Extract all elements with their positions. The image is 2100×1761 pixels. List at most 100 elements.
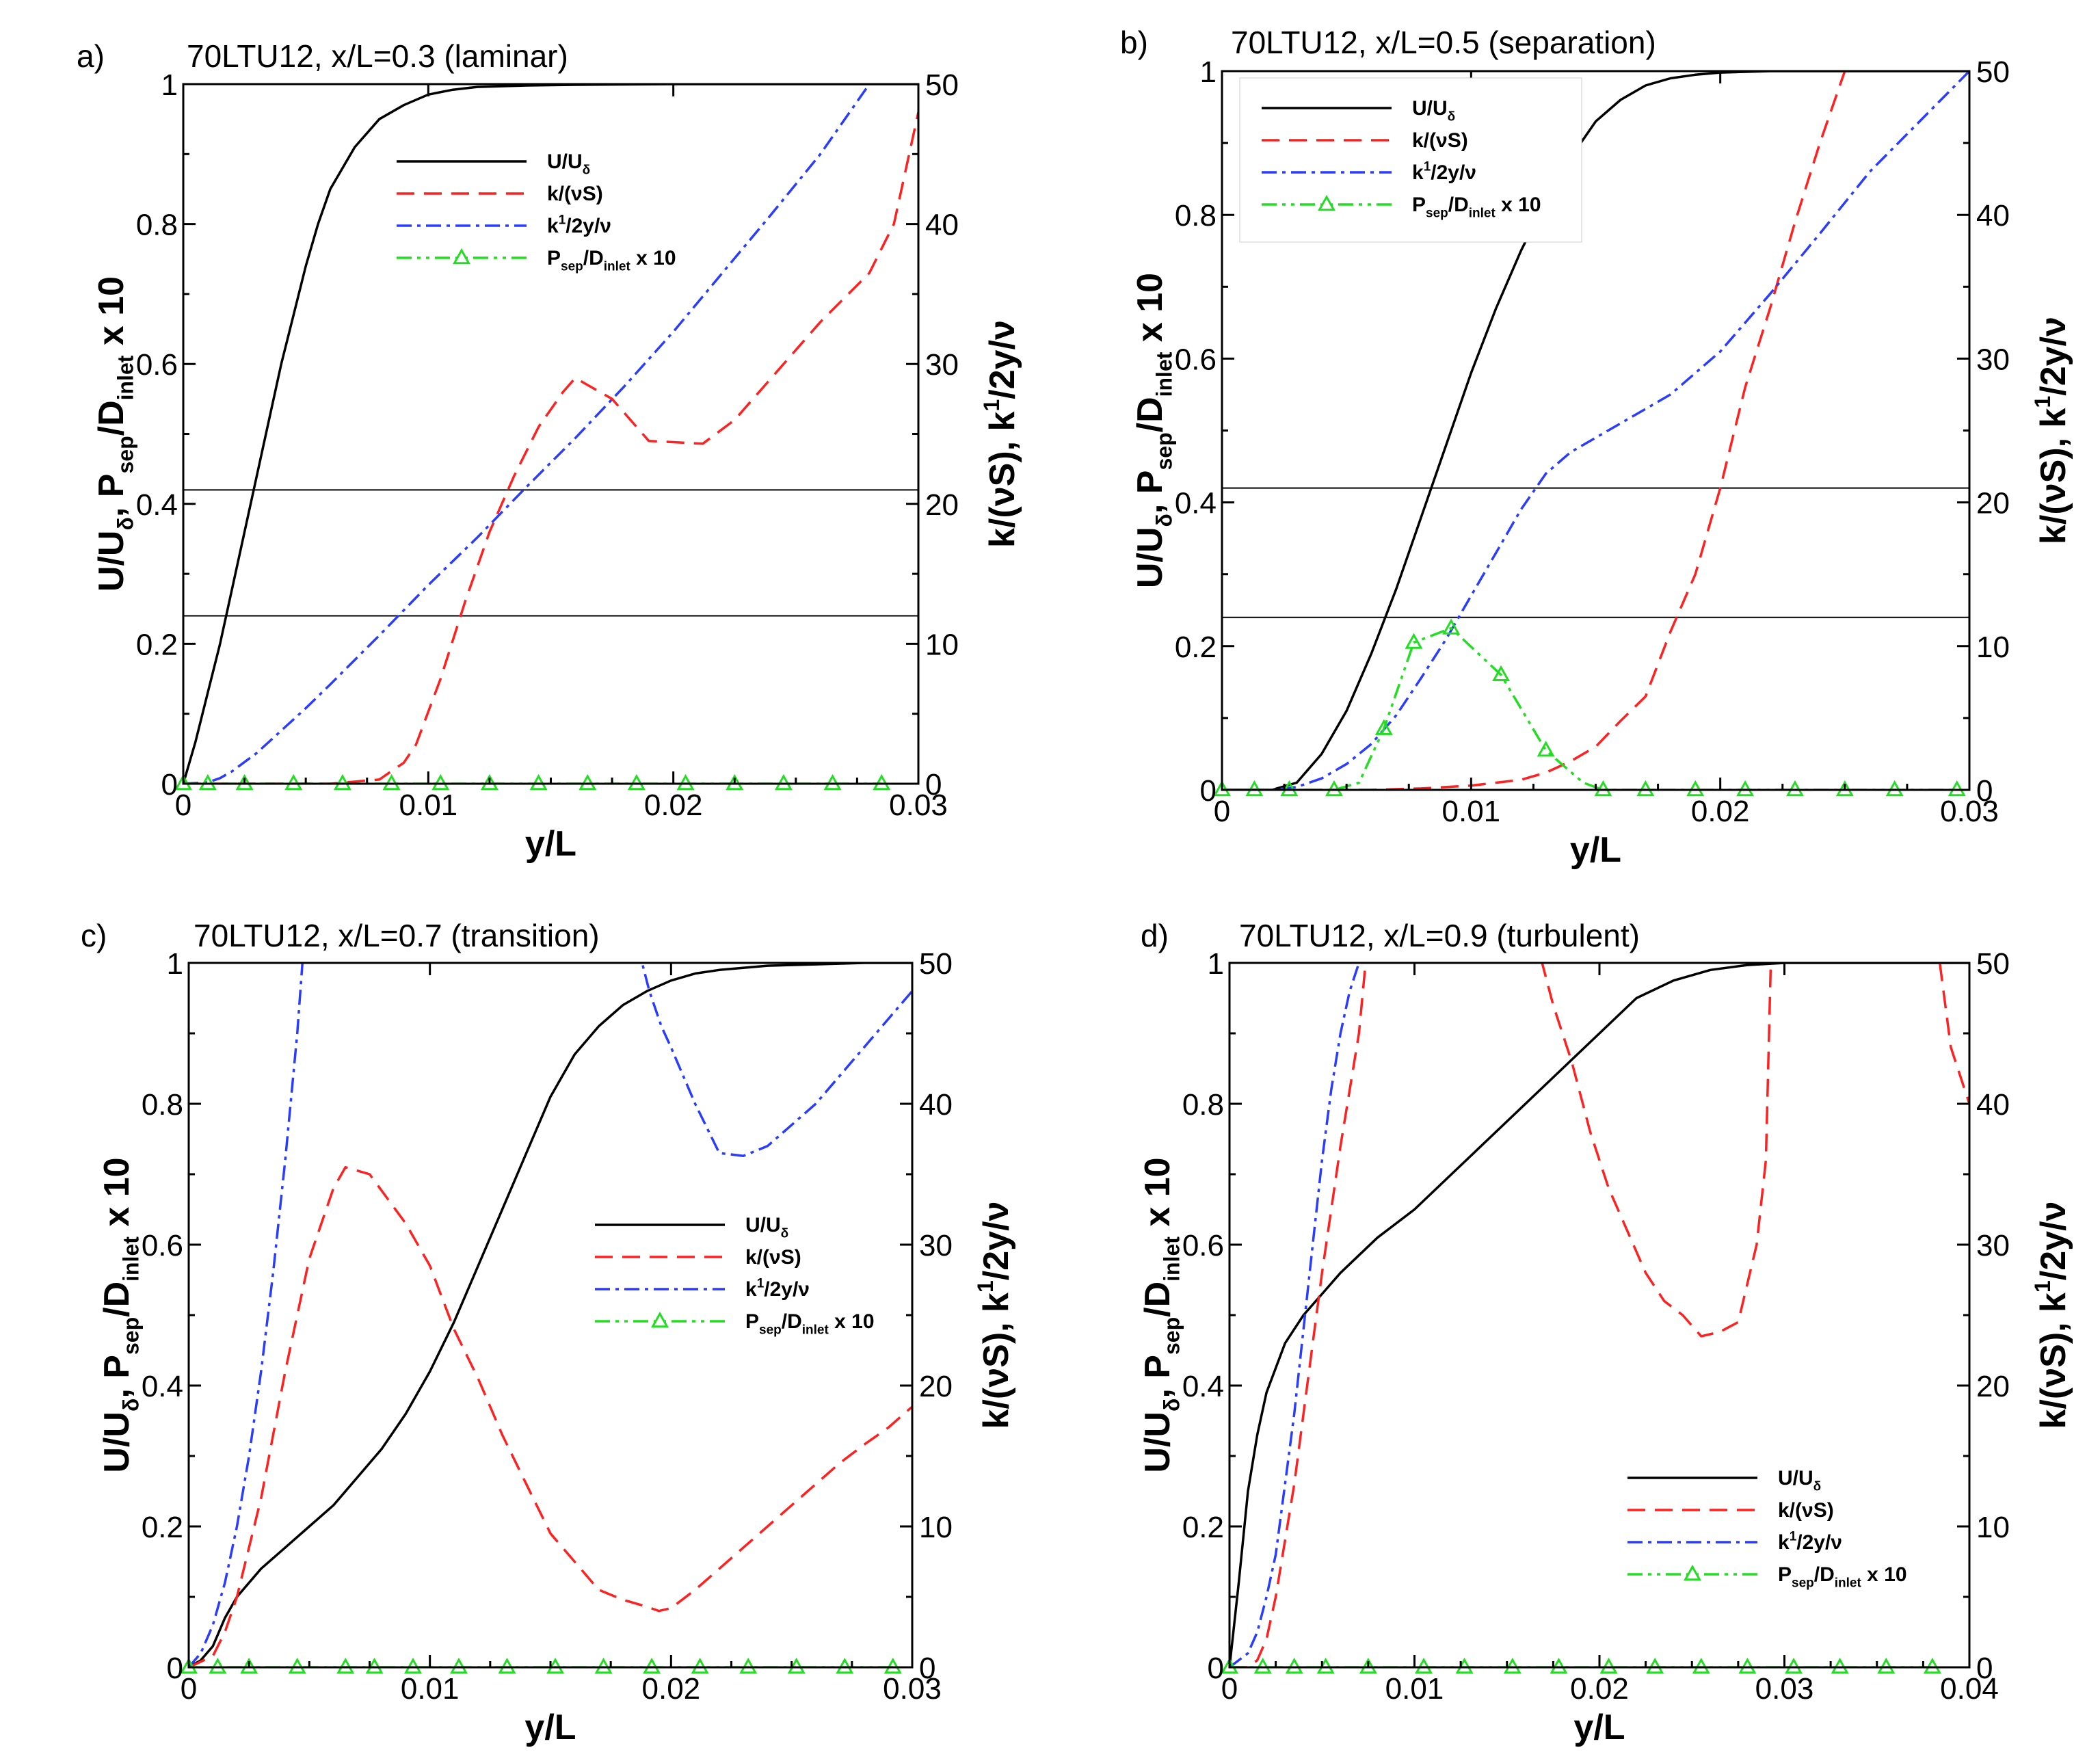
legend-label-P: Psep/Dinlet x 10	[1778, 1563, 1907, 1590]
chart-title: 70LTU12, x/L=0.9 (turbulent)	[1239, 918, 1640, 953]
y-left-tick-label: 0.6	[136, 348, 178, 382]
series-marker	[529, 773, 548, 791]
series-line-k	[183, 111, 918, 784]
legend-label-kyv: k1/2y/ν	[547, 213, 611, 237]
chart-panel-a: a) 70LTU12, x/L=0.3 (laminar) 0 0.01 0.02 0.0…	[77, 38, 1022, 864]
series-marker	[449, 1657, 468, 1674]
series-marker	[1885, 780, 1904, 797]
x-tick-label: 0.02	[1570, 1672, 1629, 1706]
y-right-tick-label: 40	[1976, 1088, 2010, 1122]
y-right-tick-label: 0	[919, 1652, 935, 1685]
legend-label-P: Psep/Dinlet x 10	[547, 247, 676, 274]
x-tick-label: 0	[1221, 1672, 1238, 1706]
legend-label-U: U/Uδ	[1412, 97, 1455, 124]
x-tick-label: 0.04	[1940, 1672, 1999, 1706]
series-line-P	[1222, 626, 1957, 790]
series-line-kyv	[183, 84, 871, 784]
legend-label-U: U/Uδ	[1778, 1467, 1821, 1494]
y-left-tick-label: 1	[1208, 947, 1224, 981]
series-marker	[1359, 1657, 1377, 1674]
series-marker	[431, 773, 450, 791]
series-marker	[1785, 780, 1804, 797]
series-marker	[209, 1657, 227, 1674]
series-marker	[1280, 780, 1299, 797]
series-marker	[480, 773, 499, 791]
y-right-tick-label: 40	[925, 209, 959, 242]
x-tick-label: 0	[181, 1672, 197, 1706]
series-marker	[1253, 1657, 1272, 1674]
y-right-tick-label: 20	[1976, 487, 2010, 520]
x-tick-label: 0.03	[883, 1672, 942, 1706]
y-right-tick-label: 50	[925, 68, 959, 102]
series-marker	[774, 773, 793, 791]
legend-label-kyv: k1/2y/ν	[745, 1276, 810, 1301]
y-right-tick-label: 0	[925, 768, 942, 802]
x-tick-label: 0.02	[1691, 795, 1750, 828]
y-left-tick-label: 0.2	[1175, 631, 1217, 664]
series-marker	[1374, 719, 1393, 735]
y-right-tick-label: 50	[919, 947, 953, 981]
y-right-tick-label: 30	[1976, 1229, 2010, 1262]
chart-title: 70LTU12, x/L=0.5 (separation)	[1231, 25, 1656, 60]
series-marker	[1835, 780, 1854, 797]
chart-panel-d: d) 70LTU12, x/L=0.9 (turbulent) 0 0.01 0.02 0…	[1138, 918, 2073, 1747]
series-marker	[579, 773, 597, 791]
y-left-tick-label: 0.4	[142, 1370, 183, 1403]
series-marker	[1831, 1657, 1849, 1674]
y-left-tick-label: 0.8	[136, 209, 178, 242]
series-marker	[1736, 780, 1755, 797]
series-marker	[365, 1657, 384, 1674]
series-marker	[1948, 780, 1966, 797]
series-marker	[1738, 1657, 1757, 1674]
series-marker	[594, 1657, 613, 1674]
legend-label-k: k/(νS)	[1412, 129, 1468, 152]
legend-label-U: U/Uδ	[547, 150, 590, 177]
x-tick-label: 0.02	[644, 789, 703, 822]
y-left-axis-title: U/Uδ, Psep/Dinlet x 10	[97, 1157, 144, 1472]
legend-label-k: k/(νS)	[1778, 1499, 1834, 1522]
x-axis-title: y/L	[1573, 1708, 1625, 1747]
plot-frame	[187, 962, 914, 1669]
y-left-tick-label: 0.8	[1175, 199, 1217, 233]
y-left-axis-title: U/Uδ, Psep/Dinlet x 10	[1138, 1157, 1184, 1472]
y-right-axis-title: k/(νS), k1/2y/ν	[2030, 317, 2073, 544]
legend-label-kyv: k1/2y/ν	[1778, 1529, 1842, 1554]
series-marker	[1692, 1657, 1710, 1674]
series-marker	[873, 773, 891, 791]
y-right-tick-label: 0	[1976, 774, 1993, 808]
series-marker	[1245, 780, 1264, 797]
series-marker	[198, 773, 217, 791]
legend-marker	[452, 248, 471, 265]
y-left-tick-label: 0.2	[136, 628, 178, 661]
legend-marker	[650, 1311, 669, 1328]
y-right-tick-label: 20	[919, 1370, 953, 1403]
legend: U/Uδ k/(νS) k1/2y/ν Psep/Dinlet x 10	[595, 1214, 875, 1337]
series-marker	[627, 773, 646, 791]
panel-label: d)	[1141, 918, 1169, 953]
legend-marker	[1317, 194, 1336, 211]
series-line-kyv	[1230, 963, 1361, 1667]
y-right-tick-label: 10	[925, 628, 959, 661]
legend-label-kyv: k1/2y/ν	[1412, 159, 1476, 184]
series-marker	[1405, 633, 1423, 649]
x-axis-title: y/L	[524, 1708, 576, 1747]
series-marker	[691, 1657, 709, 1674]
series-marker	[1285, 1657, 1303, 1674]
series-marker	[1220, 1657, 1239, 1674]
y-left-tick-label: 0	[161, 768, 178, 802]
y-right-tick-label: 10	[1976, 631, 2010, 664]
series-line-U	[189, 963, 912, 1667]
series-marker	[1646, 1657, 1664, 1674]
series-marker	[739, 1657, 758, 1674]
y-left-axis-title: U/Uδ, Psep/Dinlet x 10	[1130, 273, 1177, 588]
series-marker	[1492, 665, 1511, 682]
x-tick-label: 0.01	[1385, 1672, 1444, 1706]
y-right-tick-label: 40	[919, 1088, 953, 1122]
y-left-tick-label: 0.6	[1175, 343, 1217, 376]
series-marker	[1686, 780, 1705, 797]
y-right-axis-title: k/(νS), k1/2y/ν	[979, 320, 1022, 548]
series-marker	[1636, 780, 1655, 797]
legend-label-U: U/Uδ	[745, 1214, 788, 1241]
legend-marker	[1683, 1564, 1702, 1581]
series-marker	[1599, 1657, 1618, 1674]
